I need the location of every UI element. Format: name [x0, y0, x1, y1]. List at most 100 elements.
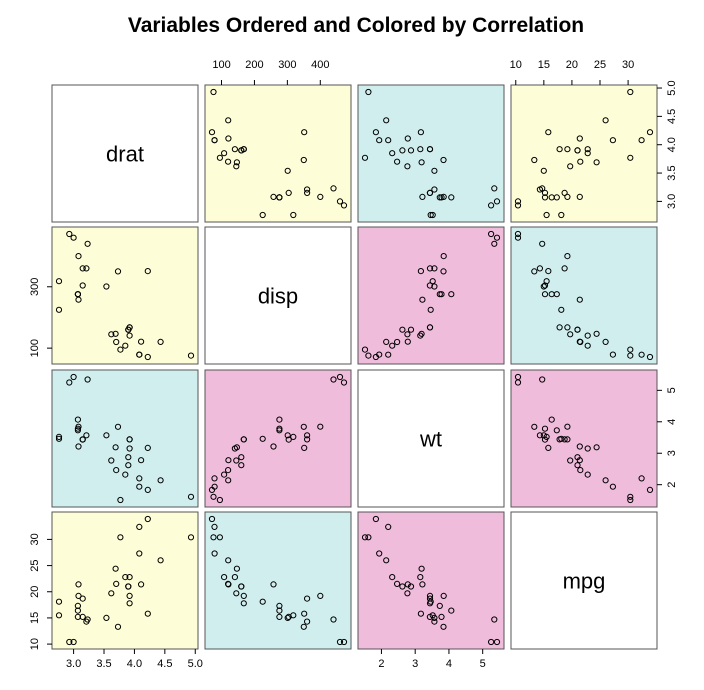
data-point [108, 331, 115, 338]
data-point [225, 477, 232, 484]
data-point [231, 146, 238, 153]
data-point [225, 135, 232, 142]
diagonal-label-wt: wt [419, 427, 442, 452]
data-point [389, 574, 396, 581]
panel-frame [357, 84, 505, 223]
panel-frame [357, 369, 505, 508]
data-point [429, 278, 436, 285]
data-point [330, 376, 337, 383]
data-point [361, 534, 369, 541]
chart-title: Variables Ordered and Colored by Correla… [128, 14, 584, 37]
panel-drat-vs-disp [204, 84, 352, 223]
panel-frame [510, 84, 658, 223]
data-point [300, 623, 307, 630]
data-point [383, 117, 390, 124]
data-point [561, 265, 568, 272]
data-point [126, 445, 133, 452]
panel-background [358, 370, 504, 507]
data-point [627, 346, 634, 353]
data-point [138, 338, 145, 345]
data-point [541, 189, 549, 196]
data-point [117, 496, 124, 504]
panel-background [511, 227, 657, 364]
data-point [157, 338, 164, 345]
data-point [584, 146, 591, 153]
data-point [74, 416, 82, 423]
panel-frame [357, 226, 505, 365]
data-point [646, 486, 654, 493]
data-point [531, 156, 538, 164]
data-point [576, 443, 583, 450]
data-point [290, 211, 297, 219]
data-point [448, 194, 455, 201]
data-point [440, 193, 447, 200]
data-point [548, 416, 555, 423]
data-point [564, 146, 571, 153]
data-point [285, 189, 292, 196]
data-point [385, 137, 392, 144]
data-point [304, 595, 311, 602]
data-point [136, 550, 143, 557]
data-point [419, 193, 426, 200]
data-point [574, 147, 581, 154]
tick-label: 3 [666, 450, 678, 456]
data-point [431, 283, 438, 290]
tick-label: 3.5 [666, 165, 678, 180]
data-point [79, 613, 86, 621]
data-point [210, 493, 217, 500]
data-point [399, 326, 406, 333]
data-point [225, 557, 232, 564]
data-point [103, 283, 110, 290]
data-point [376, 351, 383, 358]
panel-background [511, 85, 657, 222]
data-point [545, 268, 552, 275]
data-point [304, 186, 311, 193]
tick-label: 3.0 [66, 658, 81, 670]
data-point [340, 379, 348, 386]
data-point [564, 324, 571, 331]
data-point [417, 332, 424, 339]
data-point [336, 373, 344, 381]
data-point [211, 483, 218, 490]
data-point [553, 291, 560, 298]
data-point [70, 638, 77, 646]
panel-mpg-vs-disp [204, 511, 352, 650]
data-point [609, 483, 617, 490]
tick-label: 100 [212, 59, 230, 71]
data-point [221, 150, 228, 157]
tick-label: 15 [29, 612, 41, 624]
data-point [389, 150, 396, 157]
panel-frame [51, 226, 199, 365]
data-point [233, 159, 240, 166]
tick-label: 10 [510, 59, 522, 71]
data-point [556, 146, 563, 153]
data-point [593, 330, 600, 337]
tick-label: 20 [29, 586, 41, 598]
data-point [284, 432, 291, 439]
data-point [304, 432, 311, 439]
data-point [491, 240, 498, 247]
data-point [112, 444, 119, 451]
data-point [211, 475, 218, 482]
data-point [440, 592, 447, 600]
data-point [576, 338, 583, 345]
data-point [114, 623, 122, 630]
data-point [404, 581, 411, 588]
data-point [553, 194, 560, 201]
tick-label: 200 [245, 59, 263, 71]
data-point [556, 324, 563, 331]
panel-wt-vs-drat [51, 369, 199, 508]
data-point [627, 154, 634, 161]
panel-background [358, 512, 504, 649]
data-point [638, 475, 645, 482]
data-point [556, 436, 563, 443]
data-point [187, 534, 195, 541]
data-point [564, 423, 571, 430]
data-point [438, 291, 445, 298]
data-point [539, 240, 546, 247]
panel-frame [204, 226, 352, 365]
data-point [438, 613, 445, 621]
data-point [488, 202, 495, 209]
data-point [404, 135, 411, 142]
